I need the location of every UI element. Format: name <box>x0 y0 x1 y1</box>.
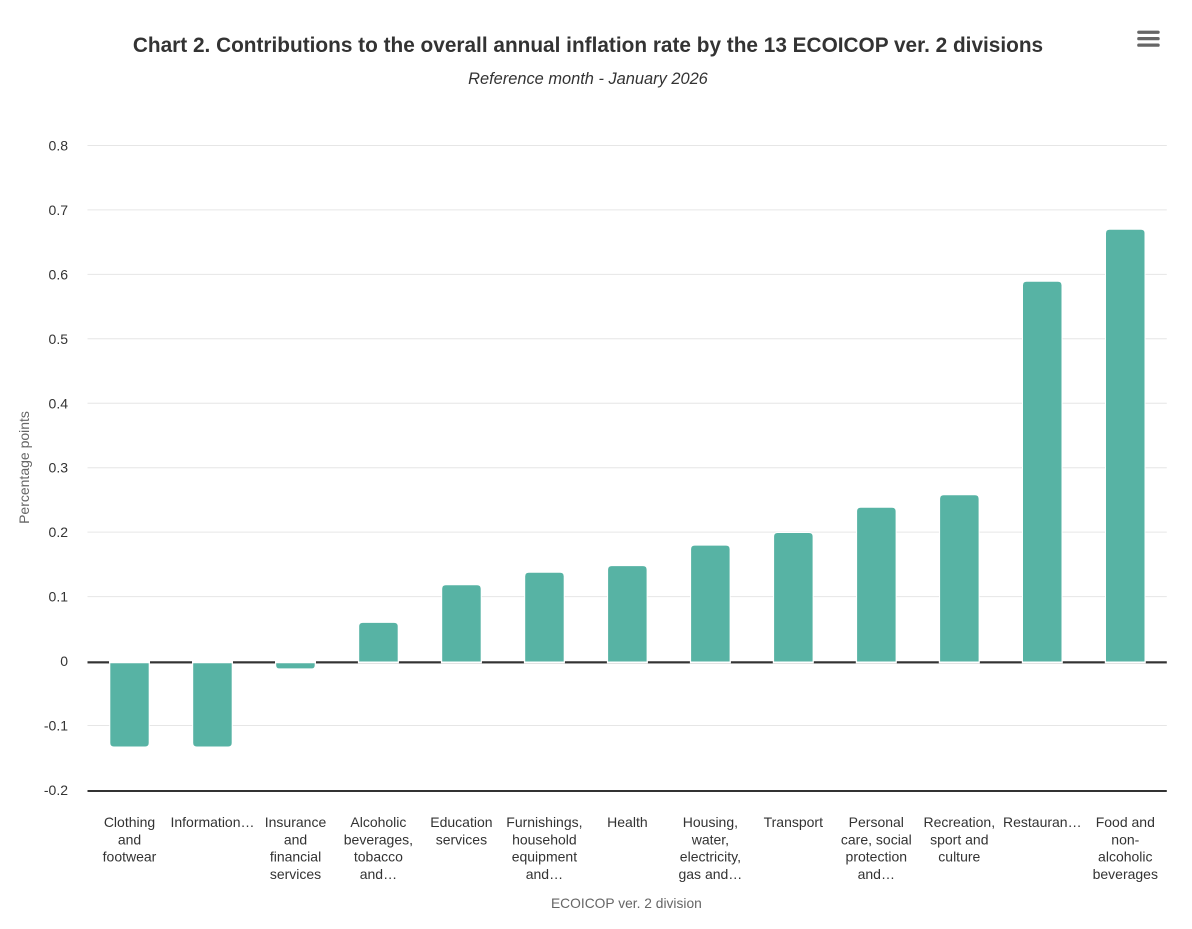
svg-text:0.4: 0.4 <box>49 395 69 411</box>
svg-text:gas and…: gas and… <box>678 866 742 882</box>
svg-text:Percentage points: Percentage points <box>16 411 32 524</box>
svg-text:Insurance: Insurance <box>265 814 327 830</box>
svg-text:-0.1: -0.1 <box>44 718 68 734</box>
svg-text:Recreation,: Recreation, <box>924 814 996 830</box>
svg-text:electricity,: electricity, <box>680 849 741 865</box>
svg-text:alcoholic: alcoholic <box>1098 849 1152 865</box>
svg-text:and…: and… <box>526 866 563 882</box>
svg-text:0.7: 0.7 <box>49 202 69 218</box>
svg-text:0: 0 <box>60 653 68 669</box>
svg-text:ECOICOP ver. 2 division: ECOICOP ver. 2 division <box>551 896 702 911</box>
svg-text:Personal: Personal <box>849 814 904 830</box>
svg-text:Reference month - January 2026: Reference month - January 2026 <box>468 70 709 88</box>
svg-text:0.2: 0.2 <box>49 524 69 540</box>
svg-text:footwear: footwear <box>103 849 157 865</box>
svg-text:financial: financial <box>270 849 321 865</box>
svg-text:beverages: beverages <box>1093 866 1158 882</box>
svg-text:and…: and… <box>858 866 895 882</box>
svg-text:0.5: 0.5 <box>49 331 69 347</box>
svg-text:and: and <box>284 831 307 847</box>
svg-text:Chart 2. Contributions to the: Chart 2. Contributions to the overall an… <box>133 34 1043 57</box>
svg-text:Food and: Food and <box>1096 814 1155 830</box>
svg-text:0.3: 0.3 <box>49 460 69 476</box>
svg-text:services: services <box>270 866 321 882</box>
svg-text:culture: culture <box>938 849 980 865</box>
svg-text:and: and <box>118 831 141 847</box>
svg-text:-0.2: -0.2 <box>44 782 68 798</box>
svg-text:Transport: Transport <box>764 814 824 830</box>
svg-text:Restauran…: Restauran… <box>1003 814 1082 830</box>
svg-text:water,: water, <box>691 831 729 847</box>
svg-text:Furnishings,: Furnishings, <box>506 814 582 830</box>
svg-text:and…: and… <box>360 866 397 882</box>
svg-text:care, social: care, social <box>841 831 912 847</box>
svg-text:Information…: Information… <box>170 814 254 830</box>
svg-text:equipment: equipment <box>512 849 577 865</box>
svg-text:Health: Health <box>607 814 647 830</box>
svg-text:Housing,: Housing, <box>683 814 738 830</box>
svg-text:tobacco: tobacco <box>354 849 403 865</box>
svg-text:non-: non- <box>1111 831 1139 847</box>
svg-text:services: services <box>436 831 487 847</box>
svg-text:0.6: 0.6 <box>49 266 69 282</box>
svg-text:0.8: 0.8 <box>49 138 69 154</box>
svg-text:beverages,: beverages, <box>344 831 413 847</box>
svg-text:sport and: sport and <box>930 831 988 847</box>
svg-text:household: household <box>512 831 577 847</box>
svg-text:Alcoholic: Alcoholic <box>350 814 406 830</box>
svg-text:protection: protection <box>846 849 907 865</box>
svg-text:0.1: 0.1 <box>49 589 69 605</box>
svg-text:Education: Education <box>430 814 492 830</box>
svg-text:Clothing: Clothing <box>104 814 155 830</box>
